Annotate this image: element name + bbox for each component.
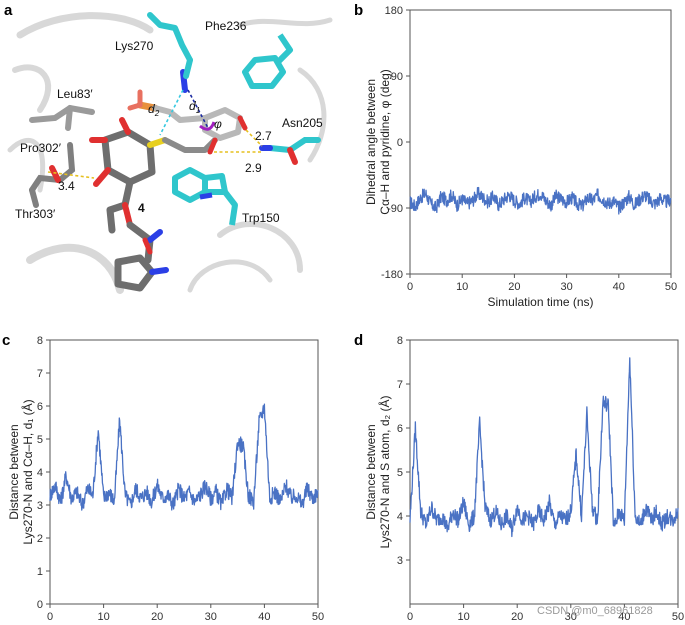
label-d2: d2: [148, 102, 160, 118]
x-tick-label-c: 30: [205, 611, 217, 623]
y-axis-label-line: Cα–H and pyridine, φ (deg): [378, 69, 392, 214]
interaction-lines: [47, 89, 263, 179]
x-tick-label-d: 30: [565, 611, 577, 623]
phosphate-chain: [127, 89, 248, 155]
label-thr303: Thr303′: [15, 207, 56, 221]
y-tick-label-c: 4: [37, 467, 43, 479]
y-tick-label-b: 0: [397, 137, 403, 149]
x-tick-label-c: 10: [97, 611, 109, 623]
x-tick-label-b: 40: [613, 281, 625, 293]
chart-panel-d: d01020304050345678Simulation time (ns)Di…: [354, 332, 684, 623]
y-tick-label-d: 6: [397, 423, 403, 435]
plot-frame-c: [49, 339, 319, 605]
y-tick-label-b: -90: [387, 203, 403, 215]
x-tick-label-d: 40: [618, 611, 630, 623]
y-axis-label-line: Dihedral angle between: [364, 79, 378, 205]
x-tick-label-d: 10: [457, 611, 469, 623]
y-tick-label-c: 1: [37, 566, 43, 578]
residue-trp150: [172, 167, 238, 226]
x-axis-label-b: Simulation time (ns): [487, 295, 593, 309]
label-phi: φ: [214, 117, 222, 131]
y-axis-label-line: Distance between: [7, 424, 21, 519]
y-tick-label-d: 8: [397, 335, 403, 347]
residue-phe236: [242, 33, 293, 89]
y-tick-label-c: 2: [37, 533, 43, 545]
y-axis-label-b: Dihedral angle betweenCα–H and pyridine,…: [364, 69, 392, 214]
y-tick-label-c: 8: [37, 335, 43, 347]
y-axis-label-line: Lys270-N and Cα–H, d₁ (Å): [20, 399, 35, 544]
y-tick-label-c: 7: [37, 368, 43, 380]
label-dist-2-9: 2.9: [245, 161, 262, 175]
chart-panel-c: c01020304050012345678Simulation time (ns…: [2, 332, 324, 623]
y-tick-label-c: 6: [37, 401, 43, 413]
residue-lys270: [147, 12, 193, 93]
x-tick-label-d: 50: [672, 611, 684, 623]
residue-pro302-thr303: [29, 142, 76, 208]
x-tick-label-c: 40: [258, 611, 270, 623]
watermark-text: CSDN @m0_68961828: [537, 605, 653, 617]
label-dist-3-4: 3.4: [58, 179, 75, 193]
x-tick-label-c: 20: [151, 611, 163, 623]
label-lys270: Lys270: [115, 39, 154, 53]
panel-letter-d: d: [354, 332, 363, 349]
plot-frame-d: [409, 339, 679, 605]
label-compound-4: 4: [138, 201, 145, 215]
panel-letter-a: a: [4, 2, 13, 19]
y-axis-label-d: Distance betweenLys270-N and S atom, d₂ …: [364, 396, 392, 549]
chart-panel-b: b 0 10 20 30 40 50 -180 -90 0 90 180 Simulation time…: [354, 2, 677, 309]
panel-a: a: [4, 2, 333, 294]
x-tick-label-b: 50: [665, 281, 677, 293]
y-tick-label-c: 0: [37, 599, 43, 611]
label-asn205: Asn205: [282, 116, 323, 130]
y-tick-label-b: 90: [391, 71, 403, 83]
residue-leu83: [29, 104, 95, 131]
panel-letter-b: b: [354, 2, 363, 19]
label-phe236: Phe236: [205, 19, 247, 33]
label-dist-2-7: 2.7: [255, 129, 272, 143]
residue-asn205: [259, 137, 321, 165]
label-leu83: Leu83′: [57, 87, 93, 101]
series-line-d: [409, 357, 679, 538]
x-tick-label-d: 20: [511, 611, 523, 623]
series-line-b: [409, 186, 672, 215]
y-tick-label-d: 7: [397, 379, 403, 391]
y-tick-label-d: 3: [397, 555, 403, 567]
panel-letter-c: c: [2, 332, 10, 349]
y-tick-label-b: 180: [385, 5, 403, 17]
x-tick-label-c: 50: [312, 611, 324, 623]
series-line-c: [49, 403, 319, 511]
x-tick-label-b: 20: [508, 281, 520, 293]
y-axis-label-line: Lys270-N and S atom, d₂ (Å): [377, 396, 392, 549]
plot-frame-b: [409, 9, 672, 275]
y-tick-label-c: 3: [37, 500, 43, 512]
y-tick-label-d: 4: [397, 511, 403, 523]
x-tick-label-b: 30: [560, 281, 572, 293]
y-axis-label-line: Distance between: [364, 424, 378, 519]
y-tick-label-c: 5: [37, 434, 43, 446]
y-axis-label-c: Distance betweenLys270-N and Cα–H, d₁ (Å…: [7, 399, 35, 544]
label-d1: d1: [189, 99, 200, 115]
y-tick-label-d: 5: [397, 467, 403, 479]
y-tick-label-b: -180: [381, 269, 403, 281]
compound-4: [89, 117, 169, 292]
x-tick-label-b: 0: [407, 281, 413, 293]
x-tick-label-c: 0: [47, 611, 53, 623]
phi-arc: [199, 121, 216, 131]
x-tick-label-d: 0: [407, 611, 413, 623]
label-pro302: Pro302′: [20, 141, 62, 155]
label-trp150: Trp150: [242, 211, 280, 225]
x-tick-label-b: 10: [456, 281, 468, 293]
